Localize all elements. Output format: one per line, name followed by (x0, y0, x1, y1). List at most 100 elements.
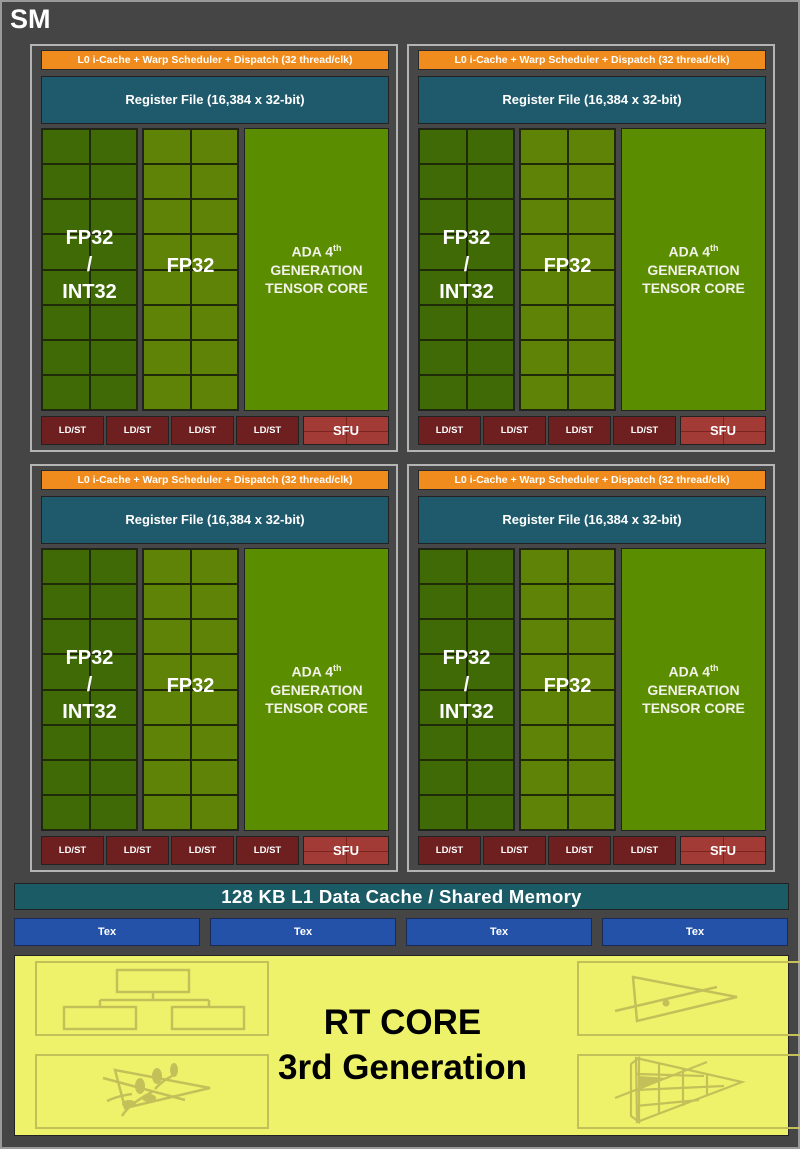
tensor-core: ADA 4th GENERATION TENSOR CORE (244, 128, 389, 411)
rt-core: RT CORE 3rd Generation (14, 955, 800, 1136)
tensor-line3: TENSOR CORE (265, 699, 368, 716)
fp32-label: FP32 (65, 227, 114, 249)
core-cell (419, 689, 467, 725)
core-cell (567, 164, 615, 200)
core-cell (190, 654, 238, 690)
core-cell (520, 654, 568, 690)
fp32-int32-units: FP32 / INT32 (418, 548, 515, 831)
int32-label: INT32 (439, 701, 494, 723)
core-cell (520, 549, 568, 585)
core-cell (89, 304, 137, 340)
core-cell (89, 584, 137, 620)
tensor-line1: ADA 4th (291, 663, 342, 680)
ldst-unit: LD/ST (483, 836, 546, 865)
core-cell (42, 199, 90, 235)
core-cell (466, 759, 514, 795)
register-file: Register File (16,384 x 32-bit) (418, 496, 766, 544)
ldst-unit: LD/ST (171, 416, 234, 445)
core-cell (89, 654, 137, 690)
core-cell (89, 269, 137, 305)
core-cell (520, 129, 568, 165)
core-cell (143, 374, 191, 410)
tensor-core: ADA 4th GENERATION TENSOR CORE (621, 548, 766, 831)
tex-unit-1: Tex (14, 918, 200, 946)
core-cell (89, 339, 137, 375)
core-cell (143, 619, 191, 655)
core-cell (42, 269, 90, 305)
core-cell (89, 619, 137, 655)
fp32-units: FP32 (519, 128, 616, 411)
fp32-label: FP32 (543, 675, 592, 697)
int32-label: INT32 (439, 281, 494, 303)
slash-label: / (86, 254, 93, 276)
warp-scheduler: L0 i-Cache + Warp Scheduler + Dispatch (… (41, 50, 389, 70)
tensor-line2: GENERATION (270, 261, 363, 278)
tensor-line2: GENERATION (647, 261, 740, 278)
ldst-unit: LD/ST (106, 416, 169, 445)
tex-unit-2: Tex (210, 918, 396, 946)
ldst-unit: LD/ST (548, 416, 611, 445)
core-cell (567, 199, 615, 235)
core-cell (143, 129, 191, 165)
ldst-unit: LD/ST (236, 836, 299, 865)
fp32-label: FP32 (543, 255, 592, 277)
register-file: Register File (16,384 x 32-bit) (41, 76, 389, 124)
fp32-int32-label: FP32 / INT32 (42, 225, 137, 306)
core-cell (466, 654, 514, 690)
core-cell (466, 724, 514, 760)
tensor-line2: GENERATION (270, 681, 363, 698)
fp32-label: FP32 (65, 647, 114, 669)
core-cell (567, 129, 615, 165)
core-cell (419, 234, 467, 270)
fp32-label: FP32 (166, 255, 215, 277)
core-cell (419, 584, 467, 620)
core-cell (567, 724, 615, 760)
core-cell (520, 339, 568, 375)
core-cell (190, 619, 238, 655)
core-cell (143, 304, 191, 340)
ldst-unit: LD/ST (483, 416, 546, 445)
core-cell (520, 374, 568, 410)
tex-unit-4: Tex (602, 918, 788, 946)
ldst-unit: LD/ST (418, 416, 481, 445)
core-cell (567, 339, 615, 375)
core-cell (466, 374, 514, 410)
ldst-unit: LD/ST (548, 836, 611, 865)
ray-triangle-intersection-icon (577, 961, 800, 1036)
core-cell (190, 794, 238, 830)
rt-core-generation: 3rd Generation (278, 1048, 527, 1087)
ldst-unit: LD/ST (41, 416, 104, 445)
core-cell (567, 794, 615, 830)
core-cell (520, 794, 568, 830)
core-cell (419, 339, 467, 375)
core-cell (89, 689, 137, 725)
core-cell (143, 339, 191, 375)
core-cell (466, 199, 514, 235)
processing-partition-2: L0 i-Cache + Warp Scheduler + Dispatch (… (407, 44, 775, 452)
bvh-tree-icon (35, 961, 269, 1036)
core-cell (567, 374, 615, 410)
core-cell (520, 304, 568, 340)
warp-scheduler: L0 i-Cache + Warp Scheduler + Dispatch (… (418, 470, 766, 490)
core-cell (42, 234, 90, 270)
tensor-line3: TENSOR CORE (642, 699, 745, 716)
ldst-unit: LD/ST (171, 836, 234, 865)
core-cell (143, 164, 191, 200)
ldst-unit: LD/ST (613, 416, 676, 445)
tensor-line1: ADA 4th (668, 243, 719, 260)
fp32-label: FP32 (442, 227, 491, 249)
core-cell (89, 549, 137, 585)
core-cell (143, 759, 191, 795)
core-cell (419, 549, 467, 585)
fp32-units: FP32 (519, 548, 616, 831)
core-cell (520, 269, 568, 305)
tensor-line2: GENERATION (647, 681, 740, 698)
core-cell (89, 129, 137, 165)
rt-core-title: RT CORE 3rd Generation (225, 1000, 580, 1090)
core-cell (143, 269, 191, 305)
core-cell (466, 304, 514, 340)
core-cell (42, 654, 90, 690)
warp-scheduler: L0 i-Cache + Warp Scheduler + Dispatch (… (41, 470, 389, 490)
core-cell (190, 304, 238, 340)
core-cell (190, 689, 238, 725)
